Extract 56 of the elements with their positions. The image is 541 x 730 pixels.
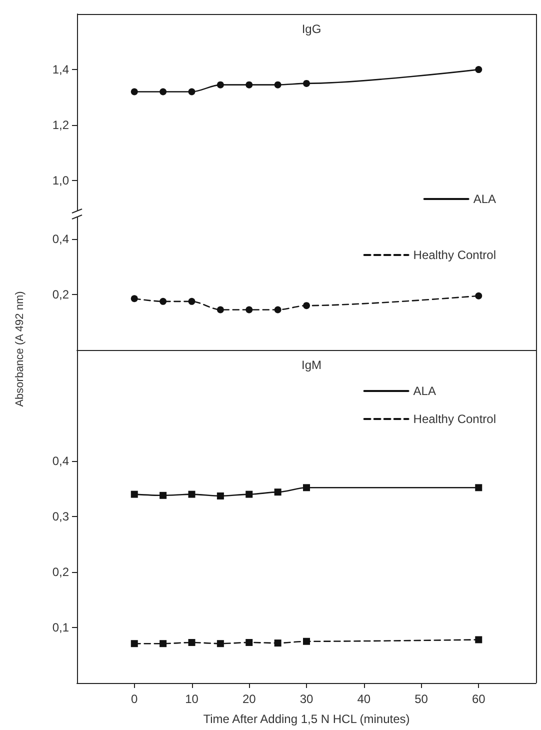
y-tick-label: 0,2	[52, 287, 70, 302]
y-tick-label: 1,4	[52, 62, 70, 77]
point	[274, 306, 282, 314]
legend-label: ALA	[413, 384, 436, 398]
x-tick-label: 40	[357, 692, 371, 706]
point	[160, 492, 167, 499]
legend-label: Healthy Control	[413, 248, 496, 262]
point	[303, 638, 310, 645]
point	[216, 81, 224, 88]
point	[188, 298, 196, 305]
x-tick-label: 60	[472, 692, 486, 706]
y-tick-label: 1,0	[52, 174, 70, 188]
y-tick-label: 0,3	[52, 510, 70, 524]
y-axis-title: Absorbance (A 492 nm)	[14, 290, 26, 406]
point	[274, 81, 282, 88]
point	[303, 80, 310, 87]
point	[274, 488, 282, 496]
legend-label: Healthy Control	[413, 412, 496, 426]
point	[216, 306, 224, 314]
point	[160, 640, 167, 648]
x-tick-label: 30	[300, 692, 314, 706]
y-tick-label: 0,4	[52, 232, 70, 246]
point	[188, 638, 196, 646]
text: IgM	[301, 358, 322, 372]
y-tick-label: 0,1	[52, 620, 70, 634]
point	[475, 636, 482, 644]
point	[188, 490, 196, 498]
point	[475, 484, 482, 492]
point	[130, 88, 138, 96]
x-tick-label: 50	[414, 692, 428, 706]
point	[246, 81, 253, 88]
point	[160, 88, 167, 96]
x-tick-label: 0	[131, 692, 138, 706]
point	[475, 66, 482, 74]
x-axis-title: Time After Adding 1,5 N HCL (minutes)	[203, 712, 410, 726]
y-tick-label: 0,4	[52, 454, 70, 468]
point	[130, 640, 138, 648]
point	[216, 640, 224, 648]
text: IgG	[302, 22, 322, 36]
x-tick-label: 10	[185, 692, 199, 706]
point	[246, 306, 253, 314]
point	[303, 302, 310, 310]
legend-label: ALA	[473, 192, 496, 206]
point	[274, 640, 282, 647]
point	[246, 638, 253, 646]
point	[188, 88, 196, 96]
point	[475, 292, 482, 300]
y-tick-label: 0,2	[52, 565, 70, 579]
point	[303, 484, 310, 492]
x-tick-label: 20	[242, 692, 256, 706]
point	[130, 295, 138, 302]
y-tick-label: 1,2	[52, 118, 70, 132]
point	[216, 492, 224, 500]
point	[130, 490, 138, 498]
point	[246, 490, 253, 498]
point	[160, 298, 167, 305]
